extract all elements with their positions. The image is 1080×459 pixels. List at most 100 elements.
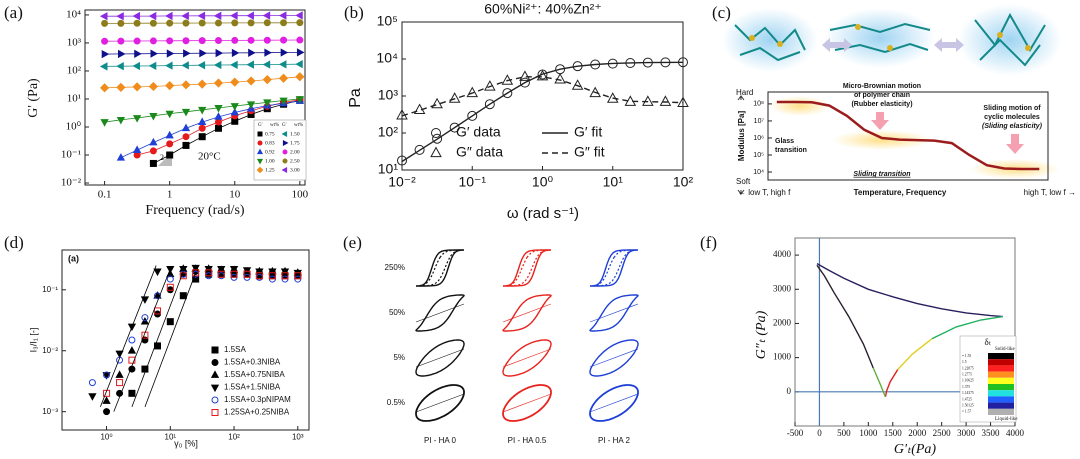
lissajous-loop (415, 384, 465, 422)
x-axis-title: Temperature, Frequency (854, 188, 947, 197)
marker (246, 76, 256, 86)
marker (432, 133, 443, 144)
row-label: 50% (389, 308, 405, 317)
marker (624, 95, 637, 106)
x-axis-title: G′ₜ(Pa) (894, 442, 937, 457)
annotation: transition (775, 147, 807, 154)
marker (230, 103, 239, 111)
column-label: PI - HA 0 (424, 436, 457, 445)
elastic-line (415, 303, 465, 323)
lissajous-loop (502, 294, 552, 332)
marker (255, 268, 264, 277)
elastic-line (589, 348, 639, 368)
marker (229, 266, 239, 274)
marker (99, 12, 108, 21)
x-tick-label: 10¹ (165, 432, 177, 441)
legend-label: G″ fit (574, 144, 605, 160)
marker (501, 74, 514, 85)
lissajous-loop (589, 384, 639, 422)
marker (214, 37, 222, 45)
marker (198, 124, 206, 132)
legend-label: 1.5SA+0.3NIBA (224, 358, 281, 367)
row-label: 250% (385, 263, 405, 272)
marker (660, 57, 671, 68)
marker (294, 272, 302, 280)
legend-label: 2.50 (290, 158, 300, 164)
marker (154, 342, 162, 350)
legend-marker (281, 166, 288, 174)
lissajous-loop (416, 249, 464, 287)
marker (181, 61, 189, 70)
marker (166, 49, 175, 58)
marker (484, 99, 495, 110)
y-tick-label: 10⁴ (66, 8, 81, 20)
marker (554, 73, 566, 84)
legend-marker (257, 140, 263, 146)
marker (625, 57, 636, 68)
marker (296, 19, 304, 27)
x-tick-label: 500 (837, 428, 851, 438)
marker (278, 73, 289, 83)
marker (280, 36, 288, 44)
colorbar-swatch (988, 365, 1014, 372)
colorbar-swatch (988, 408, 1014, 415)
legend-label: 3.00 (290, 167, 300, 173)
marker (278, 60, 287, 69)
x-tick-label: 0 (817, 428, 822, 438)
marker (262, 60, 271, 69)
y-tick-label: 10⁶ (753, 135, 764, 142)
legend-marker (282, 158, 288, 164)
colorbar-top: Solid-like (995, 347, 1016, 352)
panel-label: (a) (4, 3, 23, 22)
elastic-line (415, 393, 465, 413)
marker (230, 270, 238, 278)
y-tick-label: 10¹ (67, 93, 81, 105)
row-label: 5% (393, 353, 405, 362)
marker (133, 37, 141, 45)
lissajous-loop (503, 249, 551, 287)
marker (214, 19, 222, 27)
series-line (401, 61, 684, 163)
marker (572, 61, 583, 72)
marker (519, 70, 531, 81)
x-tick-label: 10³ (292, 432, 304, 441)
marker (101, 49, 110, 59)
marker (181, 123, 191, 132)
marker (179, 266, 188, 274)
arrow (871, 112, 889, 130)
lissajous-loop (416, 249, 464, 287)
marker (246, 60, 254, 69)
y-axis-title: Modulus [Pa] (737, 111, 746, 162)
panel-label: (b) (344, 3, 364, 22)
marker (181, 80, 191, 90)
elastic-line (502, 393, 552, 413)
marker (181, 108, 191, 117)
legend-label: 2.00 (290, 149, 300, 155)
marker (166, 37, 174, 45)
y-tick-label: 10⁻² (61, 177, 82, 189)
x-left-label: ← low T, high f (738, 188, 791, 197)
marker (293, 269, 302, 278)
marker (102, 396, 111, 404)
colorbar-label: = 1.57 (962, 410, 971, 414)
y-tick-label: 2000 (773, 318, 792, 328)
x-tick-label: 4000 (1006, 428, 1025, 438)
column-label: PI - HA 0.5 (508, 436, 547, 445)
colorbar-swatch (988, 359, 1014, 366)
marker (116, 153, 126, 161)
marker (247, 36, 255, 44)
marker (243, 270, 251, 278)
marker (198, 19, 206, 27)
marker (642, 57, 653, 68)
marker (678, 57, 688, 68)
marker (117, 19, 125, 27)
colorbar-label: 1.5 (962, 360, 967, 364)
legend-marker (431, 128, 441, 138)
series-line (401, 76, 684, 117)
series-line (931, 315, 1003, 340)
legend-marker (211, 346, 219, 354)
marker (165, 110, 174, 119)
marker (295, 96, 304, 104)
marker (101, 19, 109, 27)
marker (149, 37, 157, 45)
